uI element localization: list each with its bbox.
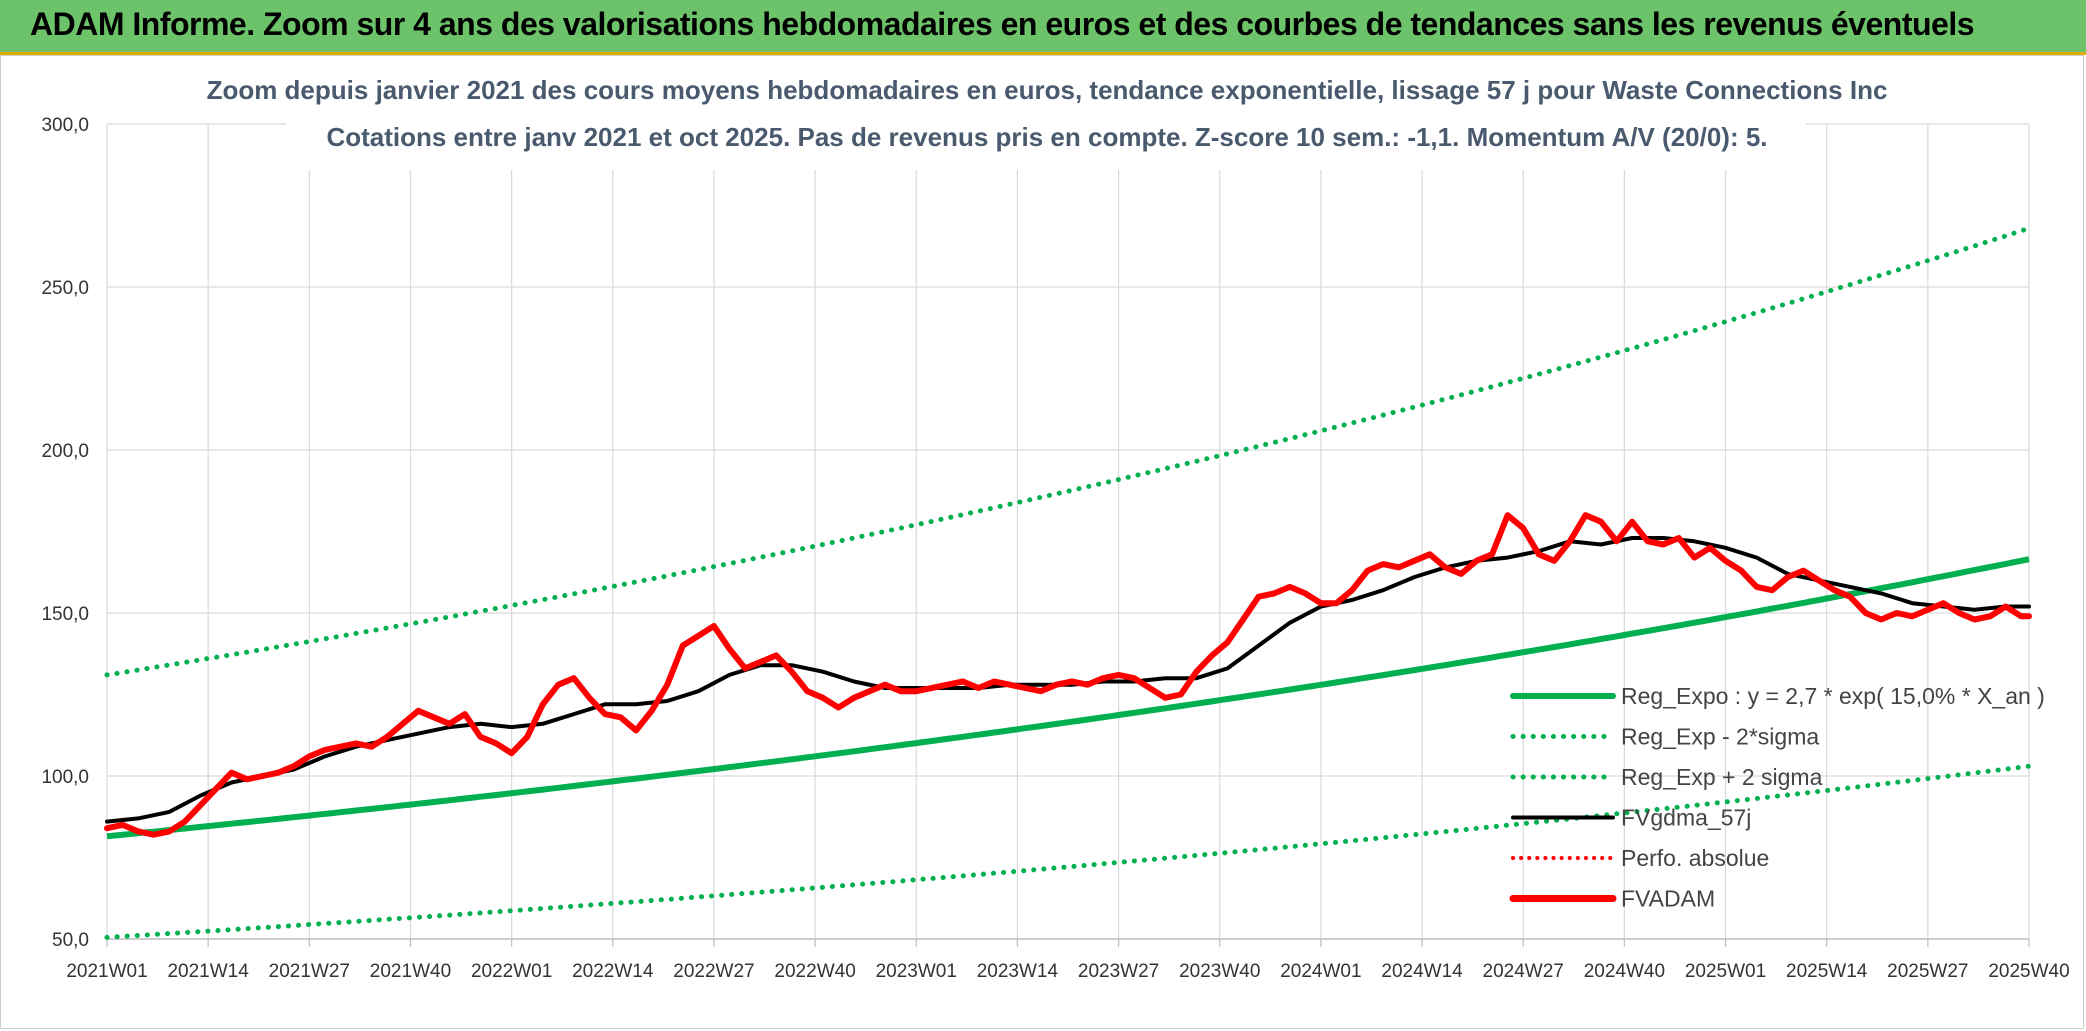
legend-item-fvadam: FVADAM xyxy=(1509,886,1715,912)
x-tick-label: 2022W27 xyxy=(673,961,754,982)
legend-label: Reg_Exp - 2*sigma xyxy=(1621,724,1819,750)
x-tick-label: 2023W40 xyxy=(1179,961,1260,982)
chart-subtitle: Cotations entre janv 2021 et oct 2025. P… xyxy=(326,122,1767,152)
y-tick-label: 50,0 xyxy=(52,930,89,951)
legend-item-reg-plus: Reg_Exp + 2 sigma xyxy=(1510,764,1823,790)
plot-lines xyxy=(104,225,2032,940)
legend-label: Reg_Expo : y = 2,7 * exp( 15,0% * X_an ) xyxy=(1621,683,2045,709)
x-tick-label: 2021W01 xyxy=(66,961,147,982)
x-tick-label: 2023W14 xyxy=(977,961,1059,982)
y-tick-label: 250,0 xyxy=(41,278,89,299)
y-tick-label: 100,0 xyxy=(41,767,89,788)
chart-svg: Zoom depuis janvier 2021 des cours moyen… xyxy=(41,60,2070,982)
report-title: ADAM Informe. Zoom sur 4 ans des valoris… xyxy=(30,6,1975,42)
x-tick-label: 2022W40 xyxy=(774,961,855,982)
x-tick-label: 2024W01 xyxy=(1280,961,1361,982)
legend-label: FVADAM xyxy=(1621,886,1715,912)
y-tick-label: 300,0 xyxy=(41,115,89,136)
legend-item-reg-expo: Reg_Expo : y = 2,7 * exp( 15,0% * X_an ) xyxy=(1510,683,2045,709)
legend-label: Perfo. absolue xyxy=(1621,845,1769,871)
x-tick-label: 2023W27 xyxy=(1078,961,1159,982)
legend: Reg_Expo : y = 2,7 * exp( 15,0% * X_an )… xyxy=(1509,683,2045,912)
series-reg-expo xyxy=(106,556,2030,840)
legend-item-fvgdma: FVgdma_57j xyxy=(1511,805,1751,831)
x-tick-label: 2021W14 xyxy=(167,961,249,982)
legend-item-perfo: Perfo. absolue xyxy=(1511,845,1769,871)
legend-item-reg-minus: Reg_Exp - 2*sigma xyxy=(1510,724,1819,750)
x-tick-label: 2025W27 xyxy=(1887,961,1968,982)
series-fvgdma-57j xyxy=(105,536,2031,824)
x-tick-label: 2022W14 xyxy=(572,961,654,982)
x-tick-label: 2021W40 xyxy=(370,961,451,982)
x-tick-label: 2025W01 xyxy=(1685,961,1766,982)
series-reg-plus-2sigma xyxy=(104,225,2032,678)
series-fvadam xyxy=(104,512,2032,838)
x-axis: 2021W01 2021W14 2021W27 2021W40 2022W01 2022W… xyxy=(66,961,2069,982)
title-background xyxy=(286,60,1806,170)
y-tick-label: 150,0 xyxy=(41,604,89,625)
chart-frame: Zoom depuis janvier 2021 des cours moyen… xyxy=(0,55,2084,1029)
x-tick-label: 2021W27 xyxy=(269,961,350,982)
x-tick-label: 2024W40 xyxy=(1584,961,1665,982)
chart-title: Zoom depuis janvier 2021 des cours moyen… xyxy=(207,75,1888,105)
y-axis: 50,0 100,0 150,0 200,0 250,0 300,0 xyxy=(41,115,89,951)
y-tick-label: 200,0 xyxy=(41,441,89,462)
legend-label: FVgdma_57j xyxy=(1621,805,1751,831)
x-tick-label: 2025W40 xyxy=(1988,961,2069,982)
x-tick-label: 2024W14 xyxy=(1381,961,1463,982)
x-tick-label: 2022W01 xyxy=(471,961,552,982)
series-reg-minus-2sigma xyxy=(104,763,2032,940)
report-banner: ADAM Informe. Zoom sur 4 ans des valoris… xyxy=(0,0,2086,55)
x-tick-label: 2024W27 xyxy=(1483,961,1564,982)
legend-label: Reg_Exp + 2 sigma xyxy=(1621,764,1823,790)
x-tick-label: 2025W14 xyxy=(1786,961,1868,982)
x-tick-label: 2023W01 xyxy=(876,961,957,982)
